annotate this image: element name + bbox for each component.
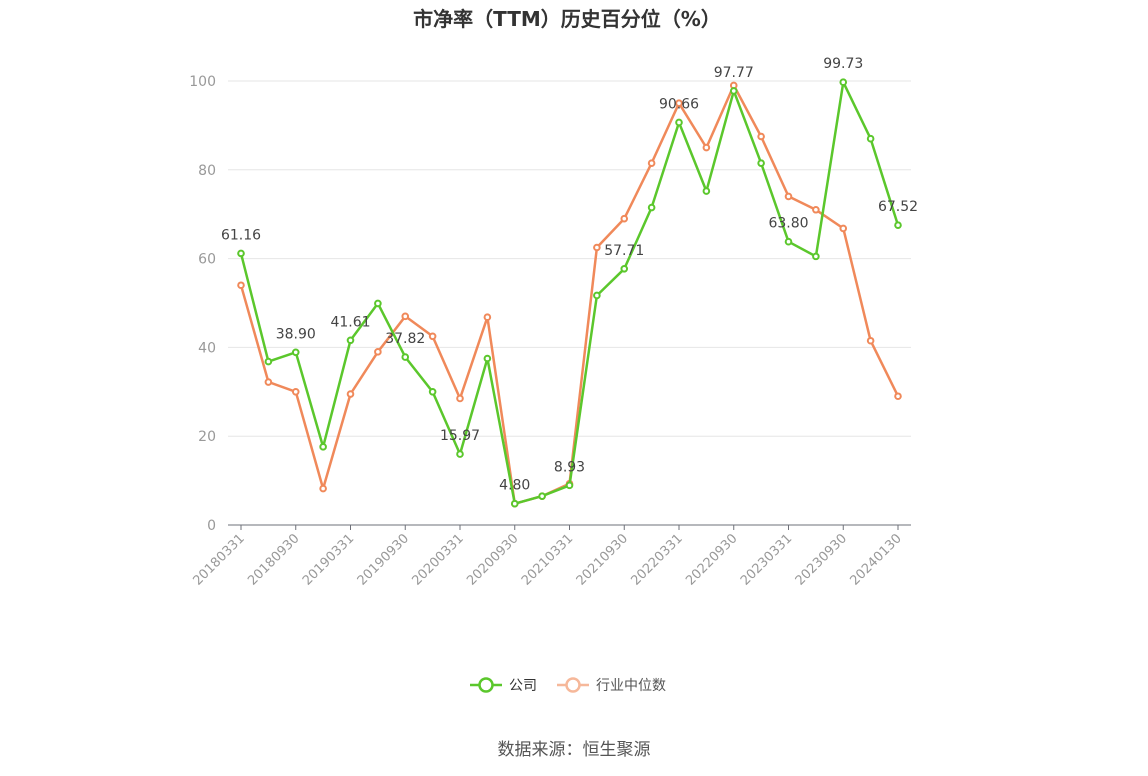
- y-axis: 0 20 40 60 80 100: [189, 74, 216, 534]
- data-point: [565, 481, 574, 490]
- data-point: [264, 378, 273, 386]
- legend-item-company[interactable]: 公司: [470, 677, 537, 694]
- data-point: [401, 353, 410, 361]
- data-point: [319, 443, 327, 451]
- data-point: [346, 390, 355, 398]
- x-tick-label: 20190930: [355, 531, 412, 588]
- data-point: [593, 291, 601, 300]
- data-point: [757, 159, 765, 167]
- data-point: [894, 392, 902, 401]
- data-label: 97.77: [714, 65, 754, 81]
- data-point: [237, 249, 245, 258]
- data-label: 67.52: [878, 199, 918, 215]
- x-tick-label: 20210331: [519, 531, 576, 588]
- data-point: [620, 264, 629, 273]
- data-point: [729, 87, 738, 95]
- series-line-company: [239, 80, 900, 505]
- legend-marker: [478, 677, 494, 693]
- y-tick-label: 40: [198, 340, 216, 356]
- data-point: [374, 348, 382, 356]
- legend-item-industry[interactable]: 行业中位数: [557, 677, 666, 694]
- data-point: [839, 224, 848, 233]
- data-point: [483, 313, 492, 322]
- data-point: [839, 78, 848, 86]
- x-tick-label: 20230930: [793, 531, 850, 588]
- x-tick-label: 20180331: [190, 531, 247, 588]
- data-label: 41.61: [330, 314, 370, 330]
- x-tick-label: 20190331: [300, 531, 357, 588]
- y-tick-label: 0: [207, 518, 216, 534]
- data-point: [456, 450, 464, 458]
- data-point: [675, 118, 683, 127]
- data-point: [702, 143, 711, 152]
- data-point: [620, 214, 629, 223]
- x-tick-label: 20180930: [245, 531, 302, 588]
- data-label: 63.80: [768, 216, 808, 232]
- data-label: 15.97: [440, 428, 480, 444]
- chart-title: 市净率（TTM）历史百分位（%）: [413, 7, 721, 31]
- x-tick-label: 20240130: [847, 531, 904, 588]
- legend[interactable]: 公司 行业中位数: [470, 677, 666, 694]
- data-label: 37.82: [385, 331, 425, 347]
- data-point: [237, 281, 245, 290]
- data-label: 61.16: [221, 227, 261, 243]
- x-tick-label: 20200331: [409, 531, 466, 588]
- data-point: [291, 388, 300, 396]
- data-point: [812, 205, 820, 214]
- data-point: [894, 221, 902, 230]
- data-point: [866, 134, 875, 143]
- series-lines: [237, 78, 902, 508]
- data-point: [702, 187, 711, 195]
- data-point: [483, 354, 492, 363]
- data-point: [428, 332, 437, 341]
- series-line-industry: [239, 84, 900, 505]
- legend-marker: [565, 677, 581, 693]
- data-label: 99.73: [823, 56, 863, 72]
- data-point: [401, 312, 410, 321]
- data-point: [456, 394, 464, 403]
- data-label: 4.80: [499, 478, 530, 494]
- data-point: [647, 159, 656, 167]
- data-point: [812, 252, 820, 261]
- x-axis: 2018033120180930201903312019093020200331…: [190, 524, 911, 589]
- y-tick-label: 100: [189, 74, 216, 90]
- data-labels: 61.16 38.90 41.61 37.82 15.97 4.80 8.93 57.71 90…: [221, 56, 918, 493]
- x-tick-label: 20220331: [628, 531, 685, 588]
- source-note: 数据来源：恒生聚源: [498, 740, 651, 760]
- grid-lines: [228, 80, 911, 437]
- data-point: [675, 99, 683, 107]
- data-point: [593, 243, 601, 252]
- data-label: 38.90: [276, 326, 316, 342]
- x-tick-label: 20220930: [683, 531, 740, 588]
- x-tick-label: 20200930: [464, 531, 521, 588]
- x-tick-label: 20210930: [574, 531, 631, 588]
- data-point: [291, 348, 300, 357]
- data-label: 57.71: [604, 243, 644, 259]
- data-point: [538, 492, 546, 500]
- data-point: [647, 203, 656, 212]
- data-point: [319, 484, 327, 493]
- data-point: [428, 388, 437, 396]
- data-point: [784, 237, 793, 246]
- data-point: [784, 192, 793, 201]
- data-point: [346, 336, 355, 345]
- legend-label: 行业中位数: [596, 678, 666, 694]
- data-point: [866, 336, 875, 345]
- y-tick-label: 80: [198, 163, 216, 179]
- data-point: [757, 132, 765, 141]
- legend-label: 公司: [509, 678, 537, 694]
- data-label: 8.93: [554, 459, 585, 475]
- y-tick-label: 60: [198, 252, 216, 268]
- x-tick-label: 20230331: [738, 531, 795, 588]
- data-label: 90.66: [659, 96, 699, 112]
- y-tick-label: 20: [198, 429, 216, 445]
- data-point: [264, 357, 273, 366]
- data-point: [374, 299, 382, 308]
- data-point: [510, 499, 519, 508]
